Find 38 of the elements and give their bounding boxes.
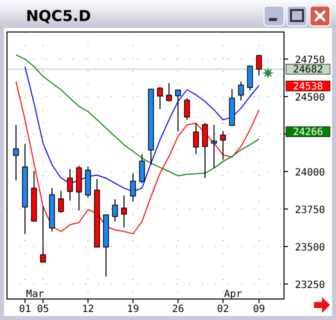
x-tick-label: 01 bbox=[18, 304, 32, 315]
x-tick-label: 19 bbox=[126, 304, 140, 315]
candlestick bbox=[247, 64, 253, 91]
y-tick-label: 24750 bbox=[294, 55, 326, 66]
x-tick-label: 26 bbox=[172, 304, 184, 315]
candlestick bbox=[13, 124, 19, 181]
candlestick bbox=[58, 190, 64, 214]
ref-line-label: 24682 bbox=[292, 64, 324, 76]
chart-title: NQC5.D bbox=[26, 7, 91, 25]
candlestick bbox=[238, 81, 244, 102]
candlestick bbox=[166, 82, 172, 102]
candlestick bbox=[112, 198, 118, 222]
x-tick-label: 02 bbox=[216, 304, 230, 315]
candlestick bbox=[220, 130, 226, 160]
candlestick bbox=[67, 168, 73, 201]
text: 24538 bbox=[292, 82, 324, 92]
y-tick-label: 23250 bbox=[294, 280, 326, 291]
x-tick-label: 09 bbox=[252, 304, 266, 315]
annotation: Mar bbox=[26, 289, 44, 300]
candlestick bbox=[139, 154, 145, 184]
candlestick bbox=[184, 98, 190, 120]
candlestick bbox=[193, 122, 199, 155]
x-tick-label: 12 bbox=[82, 304, 94, 315]
y-tick-label: 23750 bbox=[294, 205, 326, 216]
text: 24266 bbox=[292, 127, 324, 138]
candlestick bbox=[157, 86, 163, 110]
candlestick bbox=[130, 172, 136, 202]
y-tick-label: 23500 bbox=[294, 242, 326, 254]
y-tick-label: 24500 bbox=[294, 92, 326, 104]
x-tick-label: 05 bbox=[36, 304, 50, 315]
line-series bbox=[16, 54, 260, 176]
candlestick bbox=[202, 122, 208, 179]
candlestick bbox=[121, 195, 127, 228]
annotation: Apr bbox=[224, 289, 242, 300]
candlestick bbox=[256, 54, 262, 76]
y-tick-label: 24000 bbox=[294, 168, 326, 178]
candlestick bbox=[211, 124, 217, 169]
candlestick bbox=[175, 89, 181, 132]
